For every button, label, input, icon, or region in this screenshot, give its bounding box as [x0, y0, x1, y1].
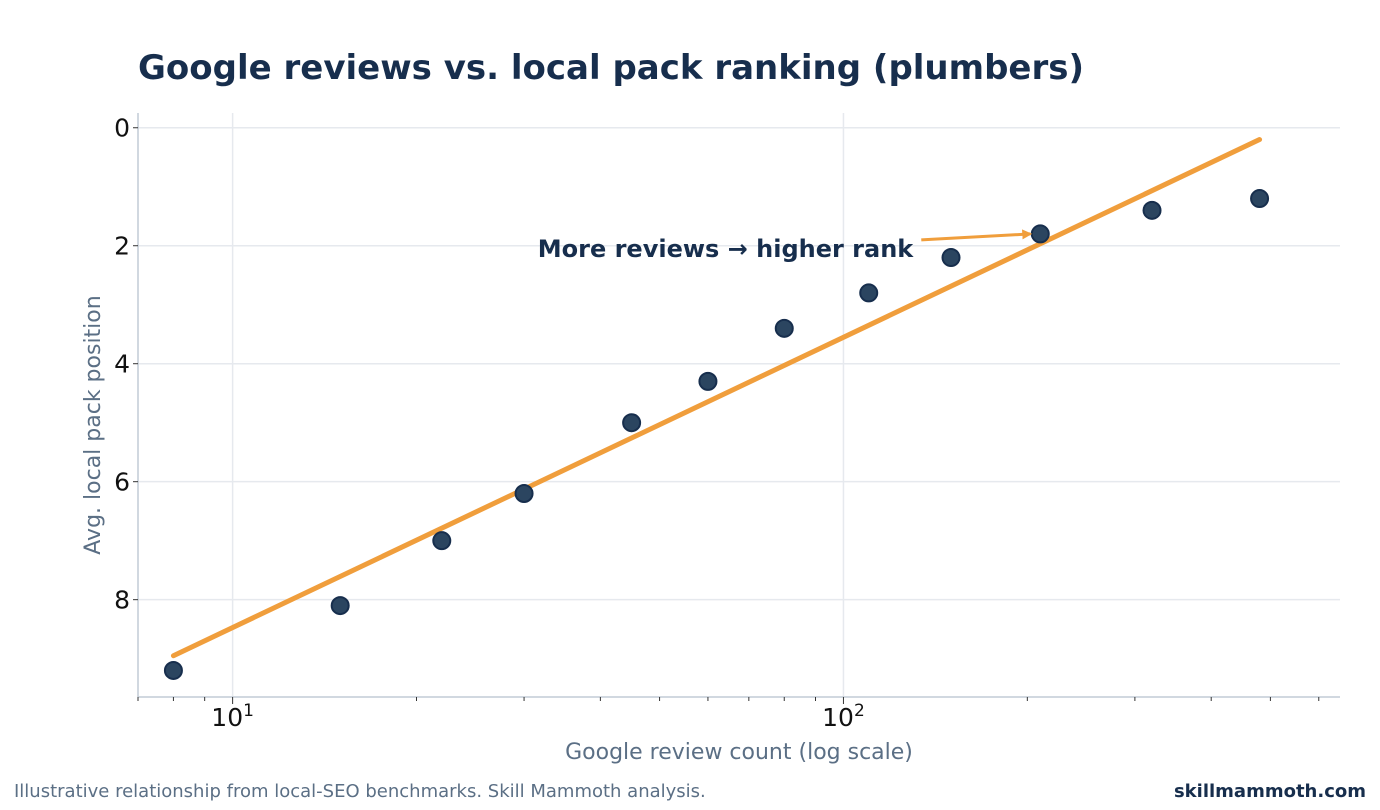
- y-tick-label: 0: [114, 114, 130, 143]
- y-tick-label: 6: [114, 468, 130, 497]
- x-tick-label: 101: [211, 701, 254, 732]
- data-point: [163, 660, 183, 680]
- footer-note: Illustrative relationship from local-SEO…: [14, 781, 706, 802]
- chart-title: Google reviews vs. local pack ranking (p…: [138, 48, 1085, 88]
- annotation-text: More reviews → higher rank: [538, 235, 915, 263]
- data-point: [622, 413, 642, 433]
- data-point: [1030, 224, 1050, 244]
- data-point: [1250, 189, 1270, 209]
- data-point: [514, 483, 534, 503]
- annotation-group: More reviews → higher rank: [538, 229, 1033, 263]
- data-point: [941, 248, 961, 268]
- y-tick-label: 4: [114, 350, 130, 379]
- data-point: [774, 318, 794, 338]
- annotation-arrow: [921, 229, 1033, 242]
- axes: [133, 113, 1340, 704]
- x-tick-label: 102: [822, 701, 865, 732]
- x-axis-label: Google review count (log scale): [565, 740, 913, 765]
- data-point: [1142, 200, 1162, 220]
- data-point: [698, 371, 718, 391]
- footer-brand: skillmammoth.com: [1173, 781, 1366, 802]
- data-point: [432, 531, 452, 551]
- tick-labels: 0 2 4 6 8 101 102: [114, 114, 865, 732]
- y-axis-label: Avg. local pack position: [81, 295, 106, 554]
- data-points: [163, 189, 1270, 680]
- y-tick-label: 8: [114, 586, 130, 615]
- data-point: [859, 283, 879, 303]
- grid-lines: [138, 113, 1340, 697]
- data-point: [330, 596, 350, 616]
- y-tick-label: 2: [114, 232, 130, 261]
- trend-line: [170, 137, 1263, 659]
